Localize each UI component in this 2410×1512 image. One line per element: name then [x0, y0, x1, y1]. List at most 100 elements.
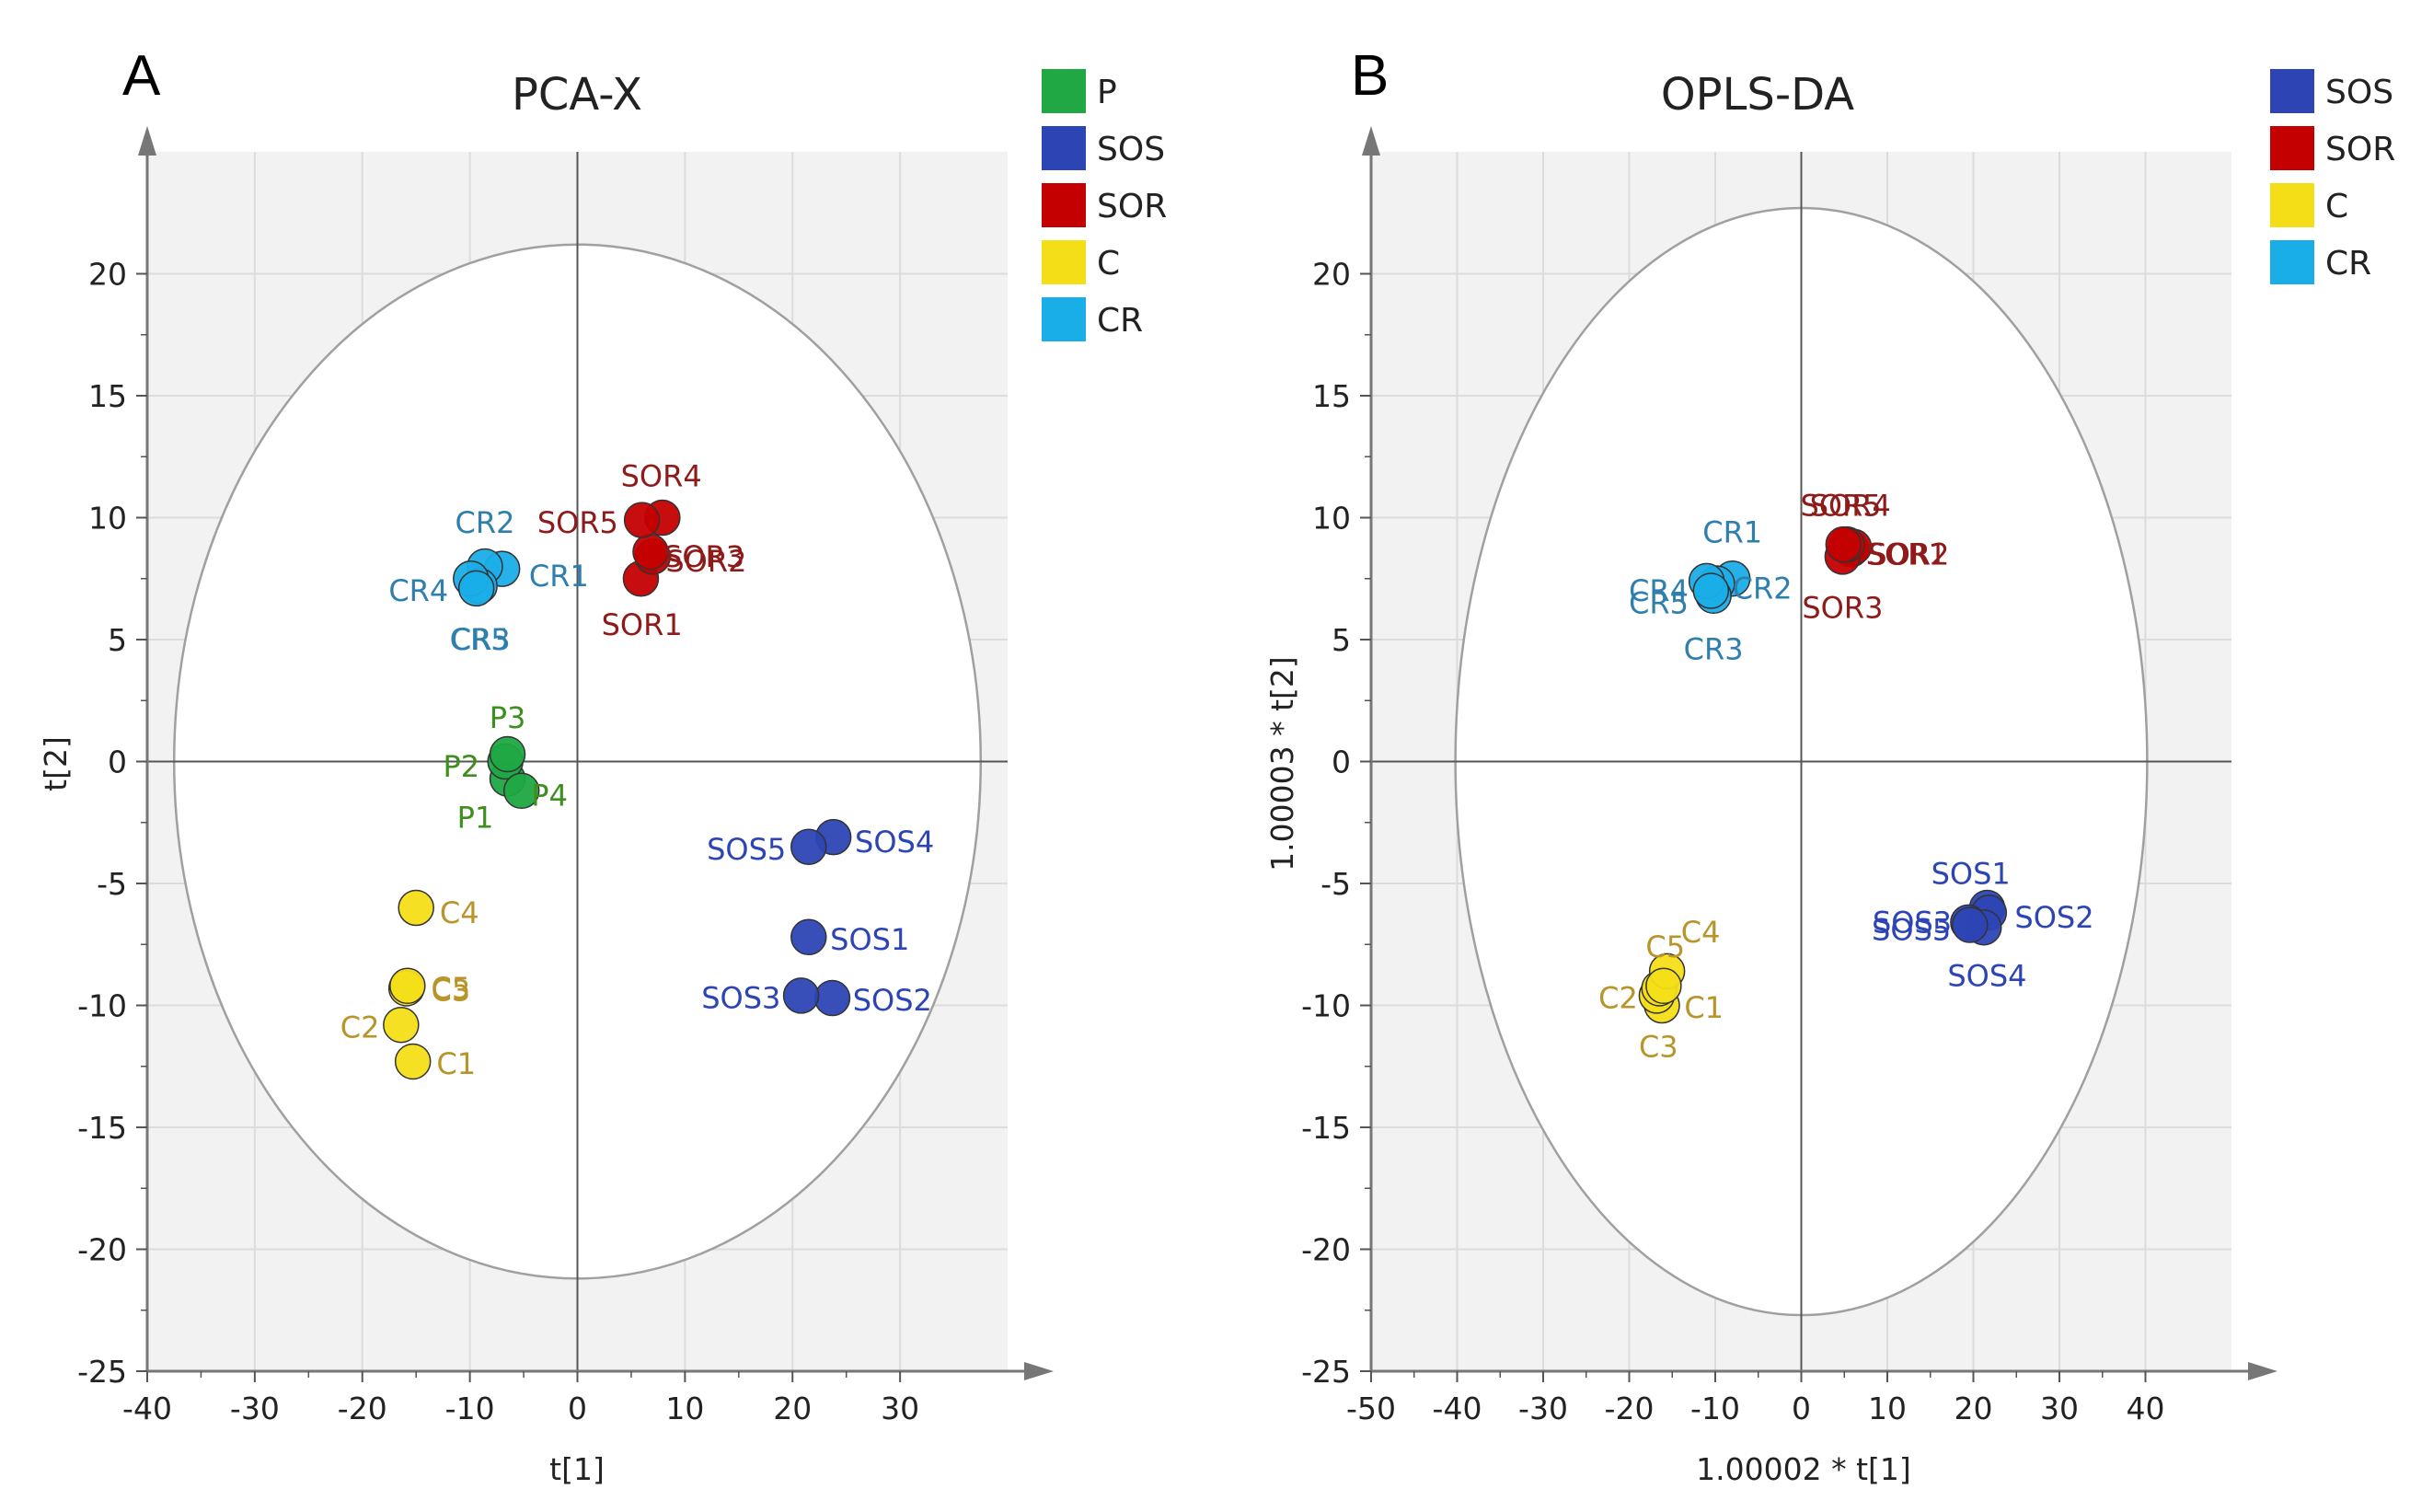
point-label-cr5: CR5 — [1629, 585, 1689, 620]
y-tick-label: -5 — [97, 866, 127, 902]
panel-letter: A — [122, 44, 161, 108]
y-axis-label: 1.00003 * t[2] — [1264, 656, 1300, 871]
point-label-c1: C1 — [436, 1046, 476, 1081]
point-label-sor5: SOR5 — [537, 505, 618, 540]
plot-area: -40 -30 -20 -10 0 10 20 30 -25 -20 -15 -10 -5 0 5 10 15 2… — [77, 126, 1054, 1426]
point-label-c2: C2 — [340, 1010, 380, 1045]
x-tick-label: 20 — [773, 1391, 812, 1426]
point-label-sor2: SOR2 — [1868, 537, 1949, 571]
legend-swatch-sor — [1042, 183, 1086, 227]
legend-label-cr: CR — [1097, 302, 1143, 340]
panel-opls-da: B OPLS-DA -50 -40 -30 -20 -10 0 10 20 30 40-25-20… — [1264, 44, 2395, 1487]
point-label-cr4: CR4 — [388, 573, 448, 608]
y-tick-label: -25 — [1301, 1354, 1351, 1390]
point-label-sos3: SOS3 — [1873, 905, 1952, 940]
data-point-sos2 — [813, 979, 851, 1017]
data-point-sos1 — [790, 918, 827, 956]
point-label-cr3: CR3 — [451, 622, 511, 657]
y-tick-label: 5 — [1332, 622, 1351, 658]
point-label-sor3: SOR3 — [663, 539, 744, 574]
point-label-c3: C3 — [1639, 1030, 1678, 1065]
x-tick-label: -10 — [1690, 1391, 1740, 1426]
x-tick-label: 10 — [1868, 1391, 1907, 1426]
legend-label-sor: SOR — [1097, 188, 1167, 225]
point-label-cr2: CR2 — [1733, 571, 1793, 606]
point-label-sos1: SOS1 — [1931, 856, 2011, 891]
legend-label-c: C — [1097, 245, 1120, 283]
legend-swatch-cr — [2270, 240, 2314, 284]
point-label-sor4: SOR4 — [621, 458, 702, 493]
legend-label-p: P — [1097, 74, 1117, 111]
chart-title: PCA-X — [512, 69, 642, 121]
y-tick-label: 10 — [1312, 501, 1351, 537]
point-label-cr1: CR1 — [529, 559, 589, 594]
y-tick-label: 15 — [1312, 378, 1351, 414]
y-tick-label: 10 — [88, 501, 127, 537]
point-label-sos1: SOS1 — [830, 922, 909, 957]
y-tick-label: -5 — [1320, 866, 1351, 902]
point-label-sor1: SOR1 — [1866, 537, 1947, 571]
legend-swatch-c — [1042, 240, 1086, 284]
legend-swatch-cr — [1042, 297, 1086, 341]
y-tick-label: 20 — [88, 257, 127, 293]
x-tick-label: 0 — [568, 1391, 587, 1426]
x-axis-label: 1.00002 * t[1] — [1696, 1451, 1911, 1487]
point-label-sor5: SOR5 — [1800, 488, 1881, 523]
panel-pca-x: A PCA-X -40 -30 -20 -10 0 10 20 30-25-20-15-10-… — [38, 44, 1167, 1487]
point-label-sos4: SOS4 — [855, 825, 934, 860]
legend-swatch-p — [1042, 69, 1086, 113]
data-point-c5 — [389, 967, 426, 1005]
legend-label-cr: CR — [2325, 245, 2371, 283]
x-tick-label: 10 — [665, 1391, 704, 1426]
x-tick-label: -40 — [1433, 1391, 1482, 1426]
x-tick-label: 20 — [1955, 1391, 1993, 1426]
x-tick-label: -30 — [1518, 1391, 1568, 1426]
plot-area: -50 -40 -30 -20 -10 0 10 20 30 40-25-20-15-10-505… — [1301, 126, 2277, 1426]
legend: P SOS SOR C CR — [1042, 69, 1167, 341]
point-label-sos3: SOS3 — [701, 981, 780, 1016]
point-label-sor2: SOR2 — [665, 544, 746, 579]
legend-swatch-sos — [1042, 126, 1086, 170]
x-tick-label: 30 — [2040, 1391, 2079, 1426]
data-point-sor5 — [623, 502, 661, 538]
data-point-sos5 — [790, 828, 827, 865]
x-axis-arrow — [1024, 1362, 1054, 1380]
point-label-sor3: SOR3 — [1802, 591, 1883, 626]
y-tick-label: -10 — [1301, 988, 1351, 1024]
y-tick-label: 20 — [1312, 257, 1351, 293]
point-label-c4: C4 — [1681, 915, 1721, 950]
chart-title: OPLS-DA — [1661, 69, 1854, 121]
y-tick-label: 5 — [108, 622, 127, 658]
x-tick-label: -30 — [230, 1391, 280, 1426]
data-point-cr5 — [457, 570, 495, 607]
point-label-cr3: CR3 — [1684, 632, 1744, 667]
y-tick-label: -15 — [77, 1110, 127, 1146]
legend-swatch-c — [2270, 183, 2314, 227]
y-tick-label: 0 — [1332, 744, 1351, 780]
point-label-cr1: CR1 — [1702, 514, 1762, 549]
y-tick-label: -25 — [77, 1354, 127, 1390]
panel-letter: B — [1351, 44, 1389, 108]
point-label-c3: C3 — [432, 974, 471, 1009]
point-label-sor4: SOR4 — [1810, 488, 1891, 523]
data-point-sos5 — [1952, 906, 1989, 943]
y-axis-arrow — [138, 126, 156, 156]
y-axis-label: t[2] — [38, 736, 74, 791]
point-label-sos2: SOS2 — [2014, 900, 2093, 935]
x-axis-label: t[1] — [549, 1451, 605, 1487]
point-label-p1: P1 — [457, 800, 494, 835]
x-tick-label: -10 — [445, 1391, 495, 1426]
x-tick-label: 40 — [2127, 1391, 2165, 1426]
legend-label-sos: SOS — [2325, 74, 2393, 111]
point-label-sor1: SOR1 — [602, 607, 683, 642]
x-tick-label: 0 — [1792, 1391, 1811, 1426]
point-label-c2: C2 — [1598, 981, 1638, 1016]
y-tick-label: -10 — [77, 988, 127, 1024]
point-label-c1: C1 — [1684, 990, 1724, 1025]
legend-swatch-sor — [2270, 126, 2314, 170]
point-label-c5: C5 — [1645, 929, 1685, 964]
data-point-cr5 — [1692, 572, 1730, 609]
point-label-p4: P4 — [531, 779, 568, 814]
point-label-cr2: CR2 — [455, 505, 515, 540]
